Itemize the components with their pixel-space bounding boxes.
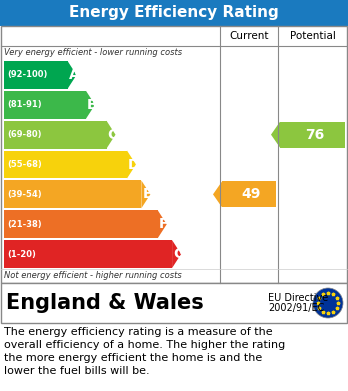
Polygon shape xyxy=(127,151,136,178)
Text: The energy efficiency rating is a measure of the: The energy efficiency rating is a measur… xyxy=(4,327,272,337)
Bar xyxy=(4,121,106,149)
Text: (55-68): (55-68) xyxy=(7,160,42,169)
Text: Energy Efficiency Rating: Energy Efficiency Rating xyxy=(69,5,279,20)
Text: E: E xyxy=(142,187,152,201)
Bar xyxy=(0,0,348,26)
Text: F: F xyxy=(159,217,168,231)
Text: (39-54): (39-54) xyxy=(7,190,42,199)
Text: Not energy efficient - higher running costs: Not energy efficient - higher running co… xyxy=(4,271,182,280)
Text: 2002/91/EC: 2002/91/EC xyxy=(268,303,324,313)
Text: D: D xyxy=(128,158,140,172)
Text: lower the fuel bills will be.: lower the fuel bills will be. xyxy=(4,366,150,376)
Text: overall efficiency of a home. The higher the rating: overall efficiency of a home. The higher… xyxy=(4,340,285,350)
Polygon shape xyxy=(68,61,77,89)
Circle shape xyxy=(313,288,343,318)
Text: (1-20): (1-20) xyxy=(7,249,36,258)
Text: A: A xyxy=(69,68,79,82)
Text: (69-80): (69-80) xyxy=(7,130,41,139)
Bar xyxy=(222,181,276,207)
Text: B: B xyxy=(87,98,98,112)
Text: G: G xyxy=(173,247,184,261)
Bar xyxy=(280,122,345,147)
Text: (21-38): (21-38) xyxy=(7,220,42,229)
Text: 76: 76 xyxy=(305,127,324,142)
Text: C: C xyxy=(108,127,118,142)
Text: England & Wales: England & Wales xyxy=(6,293,204,313)
Polygon shape xyxy=(172,240,181,268)
Text: Potential: Potential xyxy=(290,31,335,41)
Bar xyxy=(4,210,158,238)
Bar xyxy=(4,240,172,268)
Text: 49: 49 xyxy=(241,187,261,201)
Polygon shape xyxy=(106,121,116,149)
Bar xyxy=(4,180,141,208)
Bar xyxy=(4,61,68,89)
Text: EU Directive: EU Directive xyxy=(268,293,328,303)
Text: the more energy efficient the home is and the: the more energy efficient the home is an… xyxy=(4,353,262,363)
Text: Current: Current xyxy=(229,31,269,41)
Text: (92-100): (92-100) xyxy=(7,70,47,79)
Bar xyxy=(4,91,86,119)
Polygon shape xyxy=(141,180,150,208)
Polygon shape xyxy=(158,210,167,238)
Polygon shape xyxy=(213,181,222,207)
Bar xyxy=(1,26,347,283)
Text: Very energy efficient - lower running costs: Very energy efficient - lower running co… xyxy=(4,48,182,57)
Polygon shape xyxy=(86,91,95,119)
Bar xyxy=(4,151,127,178)
Bar xyxy=(1,283,347,323)
Text: (81-91): (81-91) xyxy=(7,100,42,109)
Polygon shape xyxy=(271,122,280,147)
